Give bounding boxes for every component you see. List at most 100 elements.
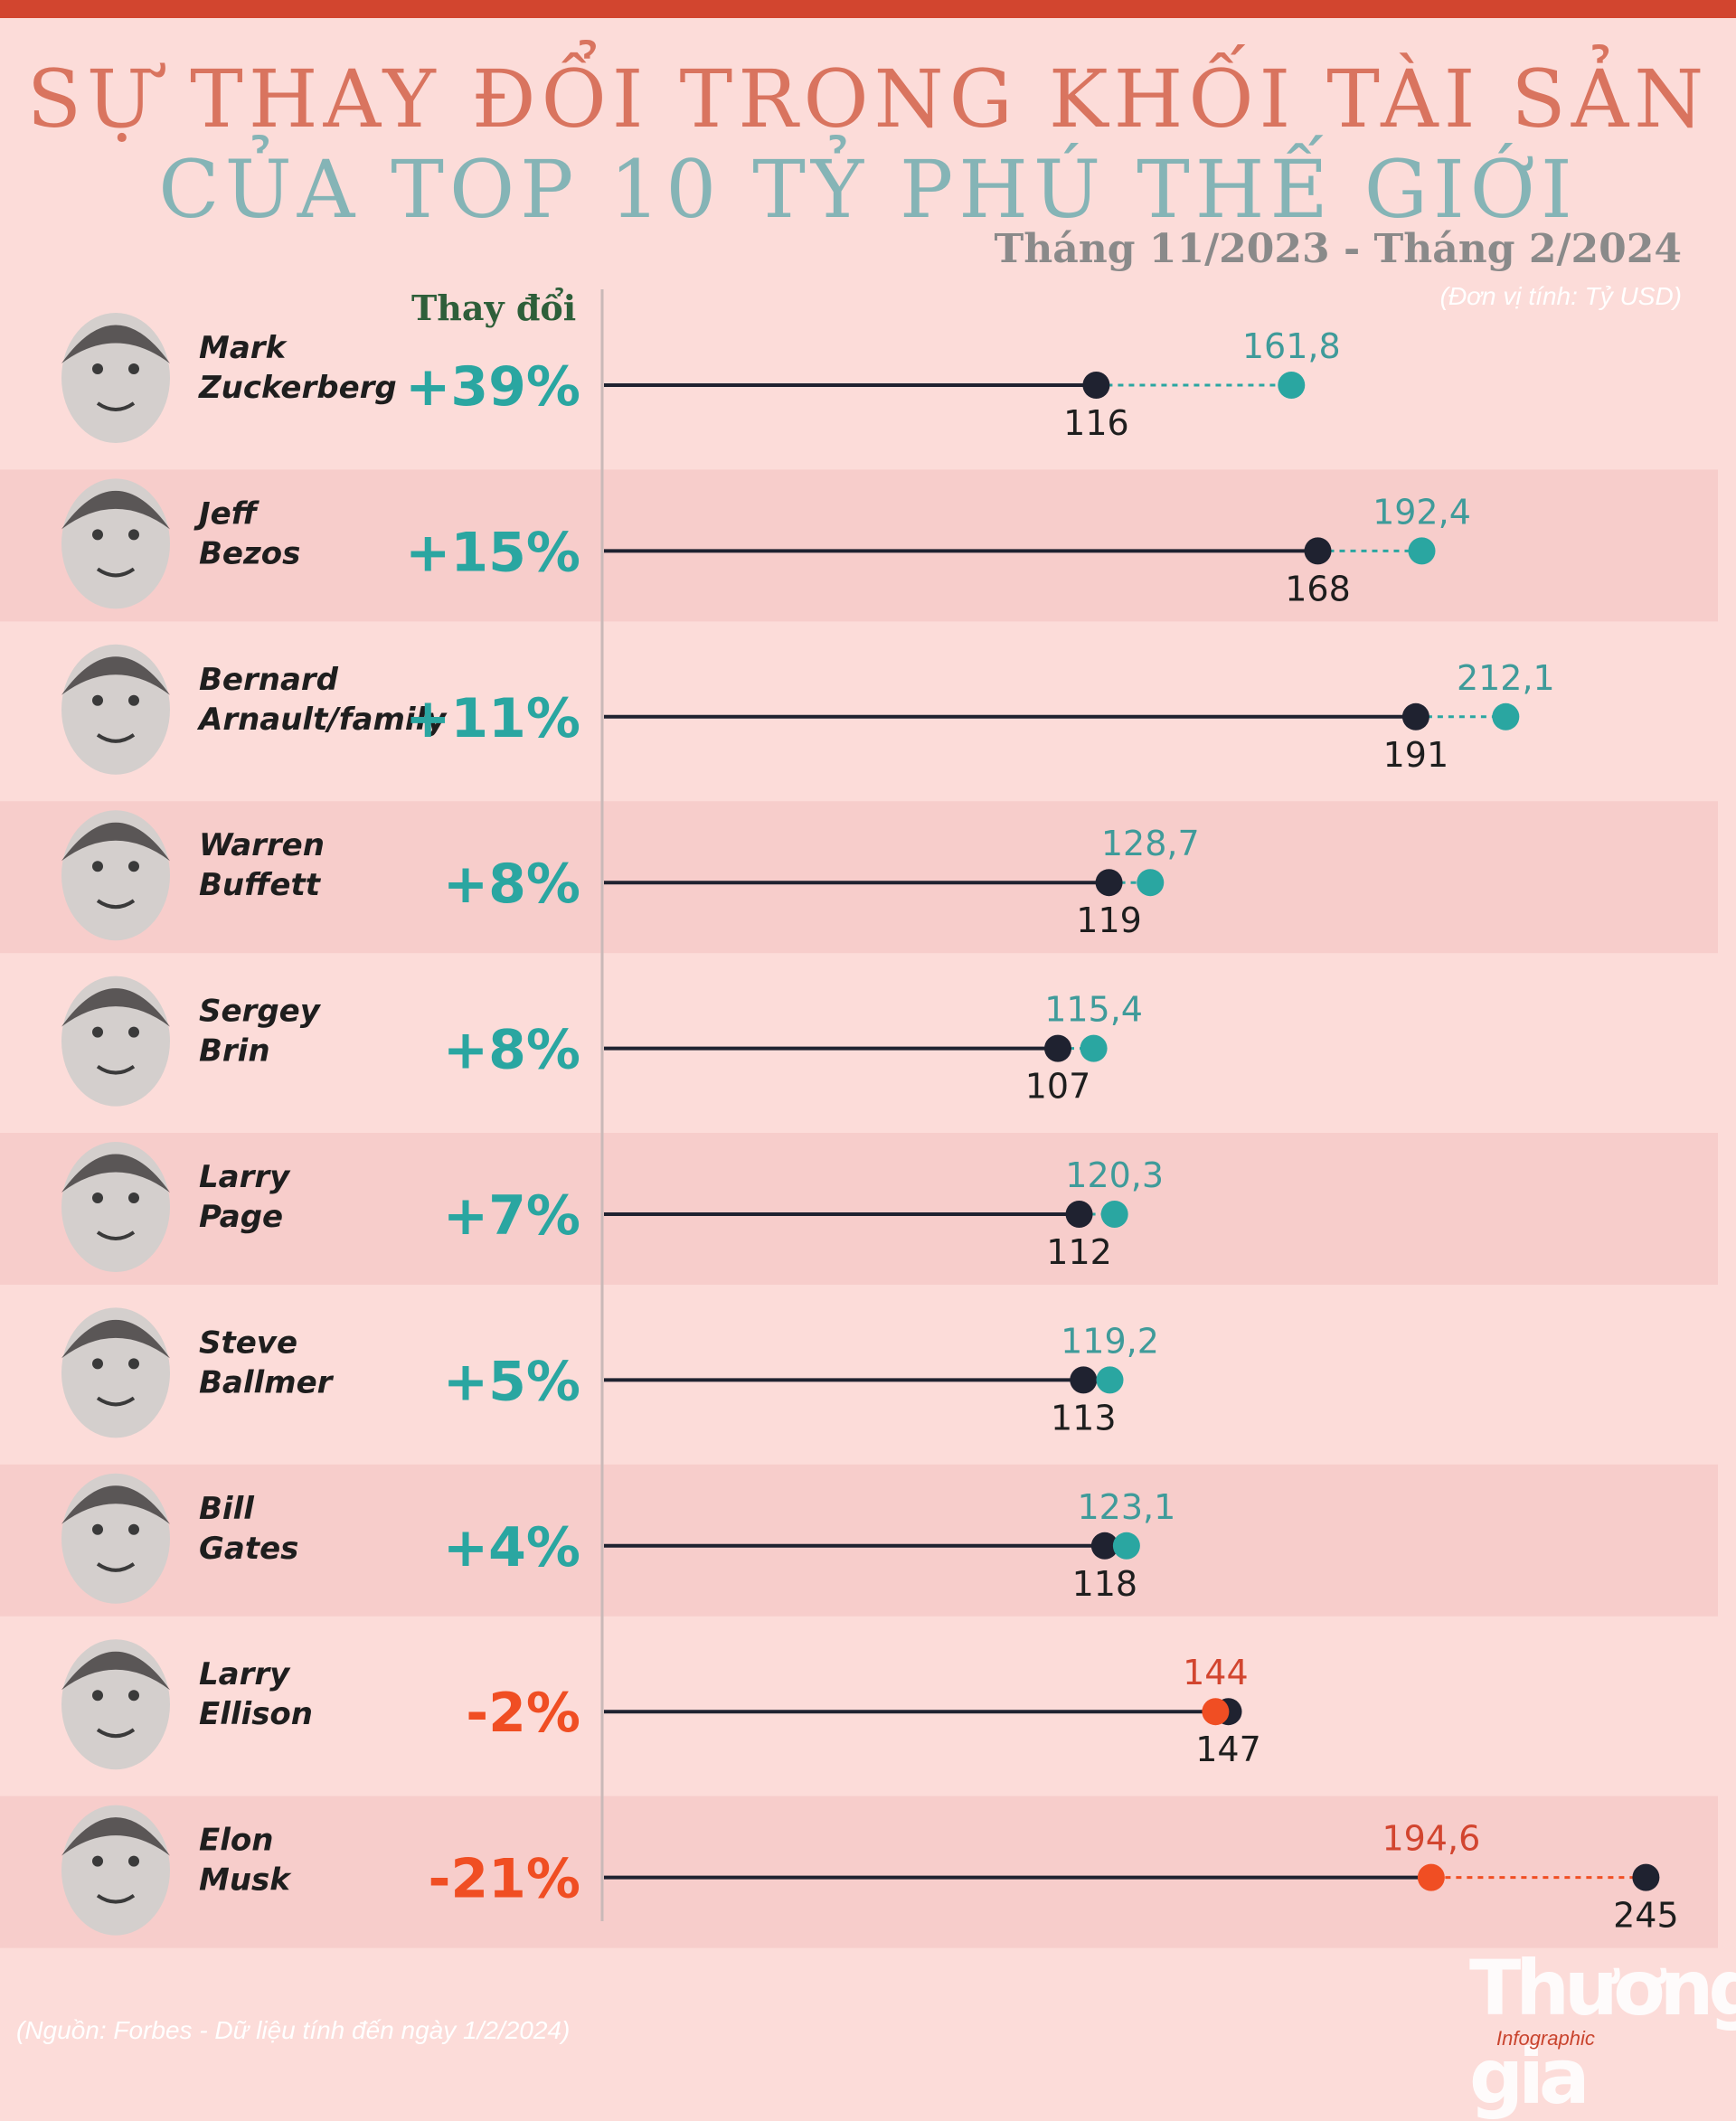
start-dot [1401,702,1429,731]
start-value-label: 168 [1285,569,1351,608]
row-band [0,1133,1718,1285]
end-dot [1112,1532,1140,1560]
avatar-eye-left [92,861,103,872]
person-name-last: Zuckerberg [198,370,397,406]
end-dot [1492,702,1520,731]
end-dot [1417,1863,1445,1891]
avatar-mouth [96,899,136,910]
avatar-mouth [96,401,136,411]
end-dot [1080,1034,1108,1062]
avatar-hair [61,1651,170,1691]
start-value-label: 113 [1051,1398,1117,1438]
logo-subtitle: Infographic [1496,2027,1595,2050]
top-accent-bar [0,0,1736,18]
end-value-label: 120,3 [1065,1155,1164,1195]
avatar-mouth [96,1893,136,1904]
change-column-header: Thay đổi [411,288,577,328]
avatar-mouth [96,1728,136,1739]
chart-row: Larry Ellison -2% 147 144 [61,1639,1261,1770]
source-note: (Nguồn: Forbes - Dữ liệu tính đến ngày 1… [16,2016,571,2044]
start-value-label: 147 [1195,1730,1261,1769]
person-name-first: Larry [199,1159,291,1195]
avatar-eye-right [128,363,139,374]
avatar-mouth [96,1064,136,1075]
avatar-hair [61,490,170,530]
end-dot [1408,537,1436,565]
end-value-label: 212,1 [1457,658,1555,698]
change-percent: +39% [405,355,580,419]
avatar-hair [61,822,170,862]
person-name-last: Brin [199,1033,270,1070]
change-percent: -2% [466,1682,580,1745]
start-value-label: 112 [1046,1232,1112,1272]
avatar-eye-left [92,529,103,541]
change-percent: +5% [443,1350,580,1413]
row-band [0,1464,1718,1617]
chart-row: Larry Page +7% 112 120,3 [61,1142,1164,1272]
avatar-mouth [96,567,136,578]
person-name-first: Larry [199,1656,291,1692]
person-name-last: Buffett [199,867,322,903]
start-value-label: 191 [1383,735,1449,775]
avatar-hair [61,1817,170,1856]
change-percent: -21% [428,1848,580,1911]
avatar-eye-right [128,1523,139,1535]
avatar-eye-left [92,1690,103,1702]
avatar-hair [61,988,170,1027]
person-name-last: Bezos [199,535,300,571]
end-dot [1137,869,1165,897]
person-name-first: Bill [199,1491,255,1527]
start-value-label: 119 [1076,900,1142,940]
avatar-hair [61,325,170,363]
avatar-hair [61,1485,170,1524]
period-subtitle: Tháng 11/2023 - Tháng 2/2024 [994,226,1682,272]
start-dot [1044,1034,1071,1062]
person-name-first: Warren [199,827,325,863]
start-dot [1632,1863,1660,1891]
avatar-eye-left [92,1358,103,1370]
avatar-eye-right [128,1358,139,1370]
person-name-last: Ellison [199,1696,313,1732]
avatar-eye-right [128,1855,139,1867]
start-value-label: 116 [1063,403,1129,443]
avatar-eye-left [92,1523,103,1535]
avatar-eye-right [128,1192,139,1203]
avatar-eye-left [92,1192,103,1203]
person-name-last: Musk [199,1862,292,1899]
row-bands [0,469,1718,1948]
avatar-hair [61,1319,170,1359]
change-percent: +8% [443,1019,580,1082]
change-percent: +11% [405,687,580,750]
change-percent: +15% [405,521,580,584]
avatar-eye-left [92,694,103,706]
start-dot [1090,1532,1118,1560]
person-name-first: Elon [199,1823,273,1859]
chart-row: Bill Gates +4% 118 123,1 [61,1473,1175,1604]
start-dot [1082,372,1110,399]
title-line-2: CỦA TOP 10 TỶ PHÚ THẾ GIỚI [158,143,1578,236]
person-name-first: Sergey [199,994,322,1030]
person-name-last: Gates [199,1531,298,1567]
unit-note: (Đơn vị tính: Tỷ USD) [1439,282,1682,310]
change-percent: +8% [443,853,580,916]
end-dot [1202,1698,1230,1726]
end-value-label: 119,2 [1061,1321,1159,1361]
end-dot [1096,1366,1124,1394]
end-value-label: 144 [1183,1653,1249,1692]
avatar-eye-left [92,1855,103,1867]
avatar-mouth [96,733,136,743]
person-name-first: Steve [199,1324,297,1361]
start-dot [1065,1201,1093,1228]
start-value-label: 107 [1025,1067,1091,1107]
change-percent: +4% [443,1516,580,1579]
avatar-hair [61,656,170,695]
person-name-first: Bernard [199,662,339,698]
chart-row: Warren Buffett +8% 119 128,7 [61,810,1200,941]
